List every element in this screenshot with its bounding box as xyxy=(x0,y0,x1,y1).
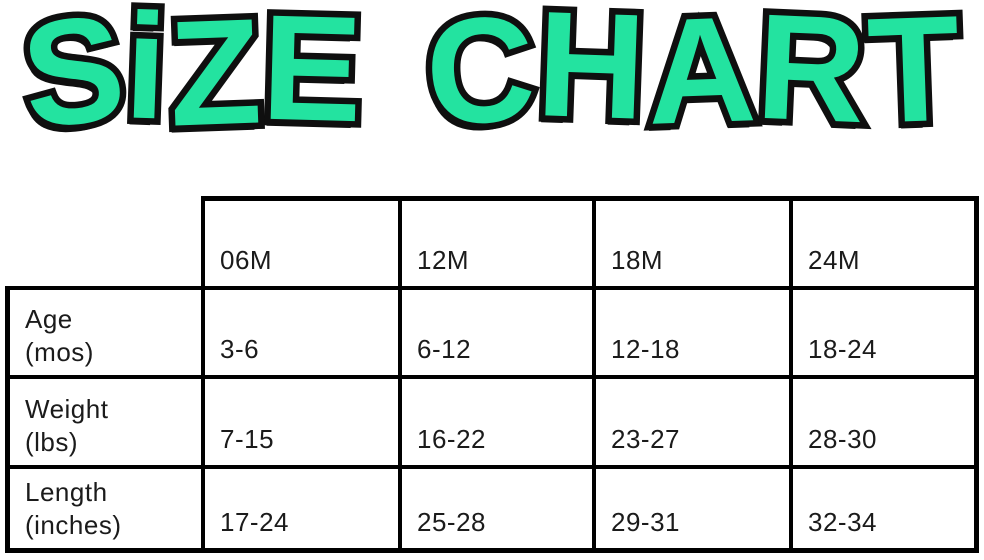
cell-age-12m: 6-12 xyxy=(398,286,592,375)
title-letter: R xyxy=(754,0,872,154)
cell-length-18m: 29-31 xyxy=(592,465,789,553)
cell-weight-06m: 7-15 xyxy=(201,375,398,465)
cell-weight-24m: 28-30 xyxy=(789,375,979,465)
column-header-12m: 12M xyxy=(398,196,592,286)
size-chart-table: 06M 12M 18M 24M Age (mos) 3-6 6-12 12-18… xyxy=(5,196,979,553)
table-header-row: 06M 12M 18M 24M xyxy=(5,196,979,286)
table-row-weight: Weight (lbs) 7-15 16-22 23-27 28-30 xyxy=(5,375,979,465)
row-label-text: Length xyxy=(25,477,108,507)
title-letter: i xyxy=(122,0,172,151)
cell-weight-12m: 16-22 xyxy=(398,375,592,465)
row-label-unit: (lbs) xyxy=(25,427,79,457)
row-label-unit: (inches) xyxy=(25,510,122,540)
cell-age-06m: 3-6 xyxy=(201,286,398,375)
cell-age-24m: 18-24 xyxy=(789,286,979,375)
title-letter: T xyxy=(865,0,964,155)
cell-age-18m: 12-18 xyxy=(592,286,789,375)
title-letter: H xyxy=(534,0,650,151)
title-letter: C xyxy=(422,0,541,157)
column-header-06m: 06M xyxy=(201,196,398,286)
title-letter: A xyxy=(644,0,760,156)
table-row-age: Age (mos) 3-6 6-12 12-18 18-24 xyxy=(5,286,979,375)
page-title: SiZE CHART xyxy=(0,0,984,160)
row-label-age: Age (mos) xyxy=(5,286,201,375)
title-space xyxy=(364,0,426,148)
row-label-text: Age xyxy=(25,304,73,334)
cell-weight-18m: 23-27 xyxy=(592,375,789,465)
row-label-text: Weight xyxy=(25,394,109,424)
row-label-length: Length (inches) xyxy=(5,465,201,553)
column-header-24m: 24M xyxy=(789,196,979,286)
corner-cell xyxy=(5,196,201,286)
cell-length-12m: 25-28 xyxy=(398,465,592,553)
row-label-weight: Weight (lbs) xyxy=(5,375,201,465)
cell-length-06m: 17-24 xyxy=(201,465,398,553)
cell-length-24m: 32-34 xyxy=(789,465,979,553)
column-header-18m: 18M xyxy=(592,196,789,286)
table-row-length: Length (inches) 17-24 25-28 29-31 32-34 xyxy=(5,465,979,553)
title-letter: Z xyxy=(166,0,265,158)
title-letter: E xyxy=(260,0,366,153)
row-label-unit: (mos) xyxy=(25,337,94,367)
title-letter: S xyxy=(15,0,134,160)
